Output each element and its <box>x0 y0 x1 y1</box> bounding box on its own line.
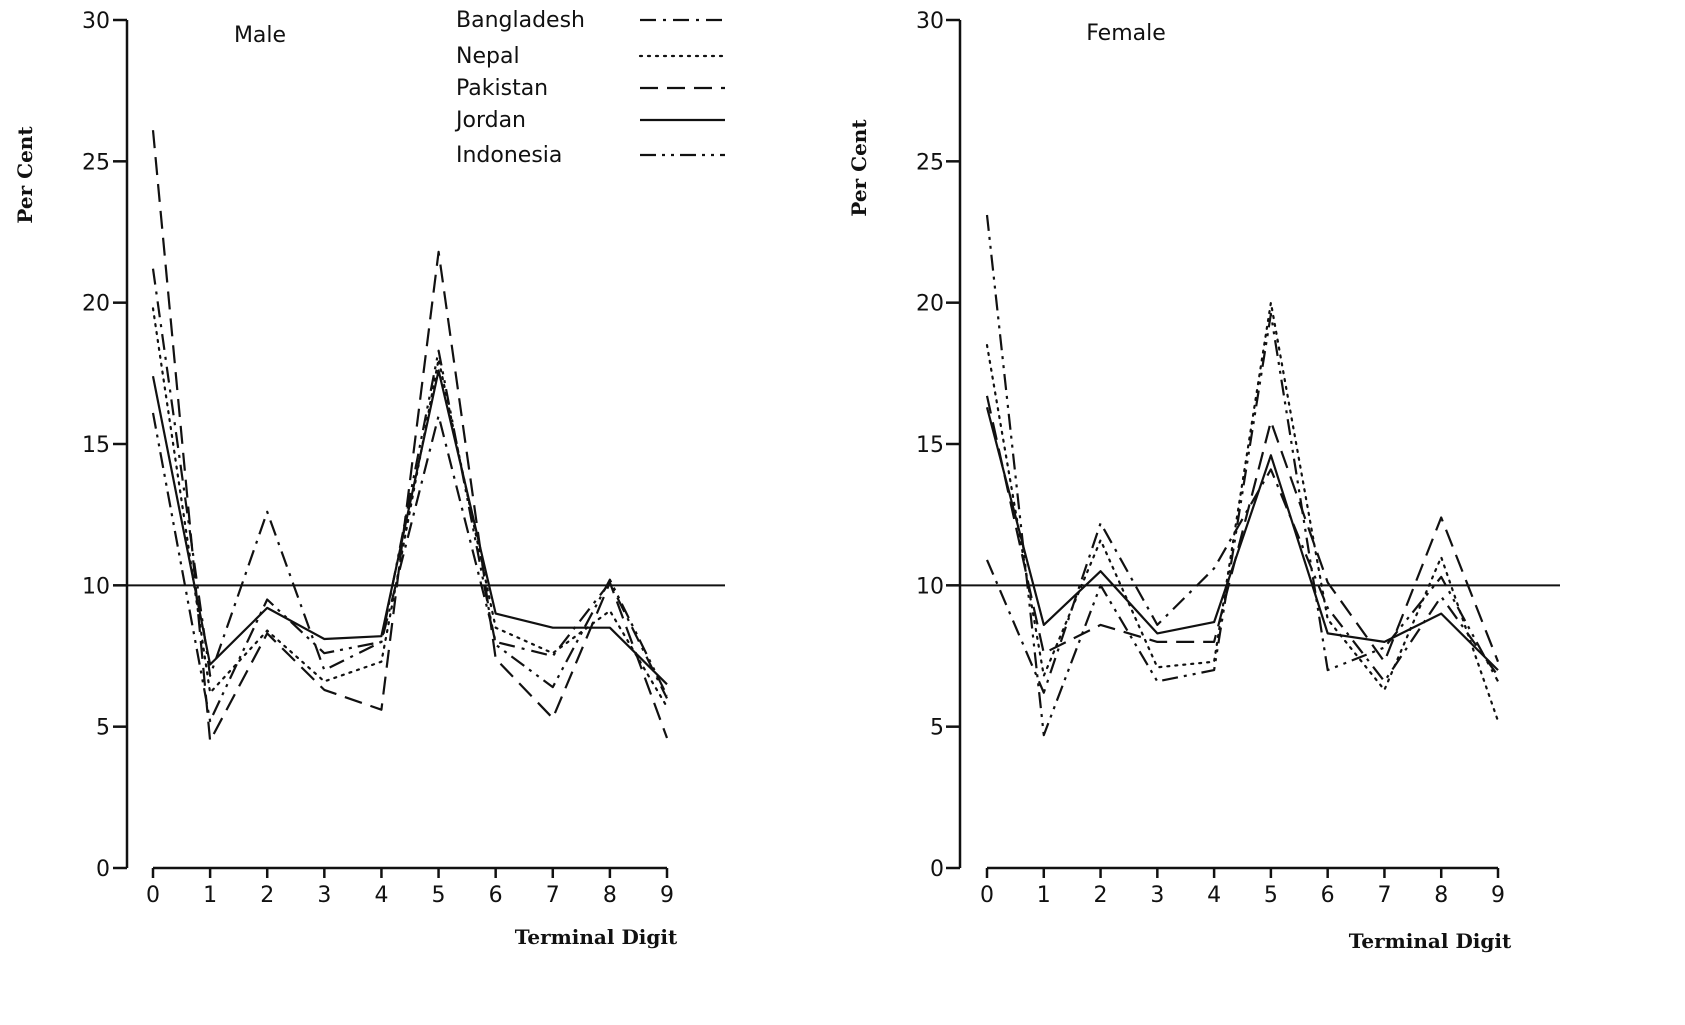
x-axis-title: Terminal Digit <box>1349 929 1512 953</box>
x-tick-label: 1 <box>1037 883 1051 908</box>
x-tick-label: 5 <box>1264 883 1278 908</box>
x-tick-label: 6 <box>489 883 503 908</box>
x-tick-label: 4 <box>1207 883 1221 908</box>
legend-label: Jordan <box>454 108 526 133</box>
y-axis-title: Per Cent <box>13 126 37 224</box>
x-tick-label: 9 <box>660 883 674 908</box>
x-tick-label: 2 <box>260 883 274 908</box>
y-tick-label: 5 <box>96 716 110 741</box>
panel-title: Male <box>234 23 286 48</box>
legend-label: Nepal <box>456 44 520 69</box>
x-tick-label: 3 <box>1150 883 1164 908</box>
series-line-jordan <box>985 407 1499 671</box>
series-line-indonesia <box>151 349 668 723</box>
panel-title: Female <box>1086 21 1166 46</box>
series-line-nepal <box>985 301 1500 723</box>
series-line-indonesia <box>985 214 1499 737</box>
y-tick-label: 25 <box>82 150 110 175</box>
series-line-bangladesh <box>985 468 1499 694</box>
x-axis-title: Terminal Digit <box>515 925 678 949</box>
legend-label: Bangladesh <box>456 8 585 33</box>
x-tick-label: 8 <box>603 883 617 908</box>
y-tick-label: 30 <box>916 9 944 34</box>
y-tick-label: 10 <box>82 574 110 599</box>
y-axis-title: Per Cent <box>847 119 871 217</box>
x-tick-label: 0 <box>146 883 160 908</box>
x-tick-label: 6 <box>1321 883 1335 908</box>
x-tick-label: 8 <box>1434 883 1448 908</box>
y-tick-label: 0 <box>96 857 110 882</box>
panel-male: 0 5 10 15 20 25 30 0 1 2 3 4 5 6 7 8 9 Male Per Cent Termin… <box>13 8 727 949</box>
y-tick-label: 25 <box>916 150 944 175</box>
x-tick-label: 2 <box>1094 883 1108 908</box>
x-tick-label: 5 <box>432 883 446 908</box>
y-tick-label: 30 <box>82 9 110 34</box>
y-tick-label: 5 <box>930 716 944 741</box>
y-tick-label: 10 <box>916 574 944 599</box>
y-tick-label: 15 <box>916 433 944 458</box>
legend: Bangladesh Nepal Pakistan Jordan Indonesia <box>454 8 727 168</box>
x-tick-label: 3 <box>317 883 331 908</box>
y-tick-label: 0 <box>930 857 944 882</box>
x-tick-label: 4 <box>374 883 388 908</box>
series-line-jordan <box>151 369 668 686</box>
series-line-pakistan <box>151 130 669 742</box>
x-tick-label: 0 <box>980 883 994 908</box>
y-tick-label: 15 <box>82 433 110 458</box>
legend-label: Indonesia <box>456 143 562 168</box>
y-tick-label: 20 <box>916 292 944 317</box>
legend-label: Pakistan <box>456 76 548 101</box>
panel-female: 0 5 10 15 20 25 30 0 1 2 3 4 5 6 7 8 9 Female Per Cent Term… <box>847 9 1560 953</box>
x-tick-label: 9 <box>1491 883 1505 908</box>
x-tick-label: 7 <box>546 883 560 908</box>
series-line-bangladesh <box>151 268 668 699</box>
y-tick-label: 20 <box>82 292 110 317</box>
x-tick-label: 1 <box>203 883 217 908</box>
x-tick-label: 7 <box>1377 883 1391 908</box>
series-line-pakistan <box>985 395 1500 663</box>
